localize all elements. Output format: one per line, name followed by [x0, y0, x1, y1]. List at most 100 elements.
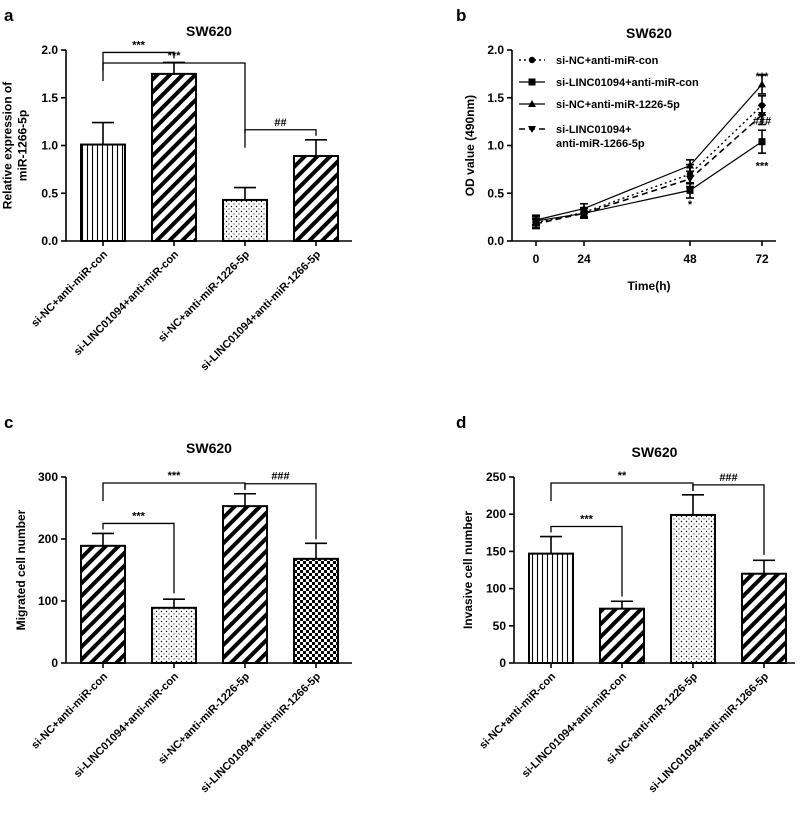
- panel-a-category-label: si-LINC01094+anti-miR-1266-5p: [199, 248, 324, 373]
- panel-b-legend-label: anti-miR-1266-5p: [556, 138, 645, 150]
- panel-d-category-label: si-NC+anti-miR-con: [477, 670, 558, 751]
- panel-b-legend-marker: [528, 78, 536, 86]
- panel-a-y-tick-label: 1.0: [41, 139, 58, 153]
- panel-c-bar: [222, 505, 268, 665]
- panel-a-y-tick-label: 0.0: [41, 234, 58, 248]
- panel-c-bar: [80, 544, 126, 665]
- panel-c-chart: SW620 Migrated cell number 0 100 200 300 si-NC…: [14, 440, 352, 795]
- panel-b-y-tick-label: 1.0: [487, 139, 504, 153]
- panel-d-y-tick-label: 250: [486, 470, 506, 484]
- panel-c-y-tick-label: 100: [38, 594, 58, 608]
- panel-d-bar: [670, 513, 716, 664]
- panel-c-y-tick-label: 300: [38, 470, 58, 484]
- panel-a-ylabel-line: miR-1266-5p: [16, 110, 30, 181]
- panel-c-significance-bracket: [102, 482, 246, 501]
- panel-d-ylabel-line: Invasive cell number: [461, 511, 475, 629]
- panel-c-bar: [293, 557, 339, 665]
- panel-a-significance-bracket: [102, 51, 175, 71]
- panel-c-significance-label: ###: [271, 471, 289, 483]
- panel-a-bar: [293, 155, 339, 243]
- panel-b-x-tick-label: 0: [533, 252, 540, 266]
- panel-b-xlabel: Time(h): [627, 279, 670, 293]
- panel-a-significance-bracket: [102, 62, 246, 133]
- panel-a-bar: [80, 143, 126, 242]
- panel-b-legend-label: si-LINC01094+anti-miR-con: [556, 77, 699, 89]
- panel-b-chart: SW620 OD value (490nm) Time(h) 0.0 0.5 1.0 1.5…: [463, 25, 776, 293]
- panel-d-bar: [741, 572, 787, 664]
- panel-a-chart: SW620 Relative expression of miR-1266-5p 0.…: [1, 23, 352, 373]
- panel-b-ylabel: OD value (490nm): [463, 95, 477, 196]
- panel-b-data-point: [686, 161, 694, 169]
- panel-b-data-point: [532, 220, 540, 228]
- panel-b-title: SW620: [626, 25, 672, 41]
- panel-b-series-line: [535, 104, 763, 224]
- panel-d-significance-label: ***: [580, 514, 594, 526]
- panel-c-y-tick-label: 200: [38, 532, 58, 546]
- panel-letter-b: b: [456, 6, 466, 25]
- panel-c-title: SW620: [186, 440, 232, 456]
- panel-b-legend-marker: [528, 126, 536, 133]
- panel-b-x-tick-label: 48: [683, 252, 697, 266]
- panel-b-annotation: ***: [756, 161, 770, 173]
- panel-b-y-tick-label: 1.5: [487, 91, 504, 105]
- panel-b-legend-label: si-NC+anti-miR-con: [556, 55, 659, 67]
- panel-b-data-point: [758, 111, 766, 119]
- panel-a-ylabel-line: Relative expression of: [1, 81, 15, 209]
- panel-a-y-tick-label: 0.5: [41, 186, 58, 200]
- panel-letter-a: a: [4, 6, 14, 25]
- panel-a-significance-label: ##: [274, 117, 286, 129]
- panel-d-title: SW620: [632, 444, 678, 460]
- panel-a-significance-bracket: [244, 129, 317, 148]
- panel-b-legend-label: si-LINC01094+: [556, 124, 632, 136]
- panel-a-bar: [222, 198, 268, 242]
- panel-d-bar: [528, 552, 574, 665]
- panel-b-y-tick-label: 0.5: [487, 186, 504, 200]
- panel-b-data-point: [580, 210, 588, 218]
- panel-d-y-tick-label: 0: [499, 656, 506, 670]
- panel-b-data-point: [758, 138, 766, 146]
- panel-b-legend-label: si-NC+anti-miR-1226-5p: [556, 99, 680, 111]
- panel-b-x-tick-label: 72: [755, 252, 769, 266]
- panel-b-y-tick-label: 0.0: [487, 234, 504, 248]
- panel-b-legend-marker: [528, 100, 536, 107]
- panel-b-annotation: ###: [753, 116, 771, 128]
- panel-c-significance-label: ***: [132, 510, 146, 522]
- panel-d-y-tick-label: 150: [486, 544, 506, 558]
- panel-b-annotation: ***: [756, 71, 770, 83]
- panel-b-x-tick-label: 24: [577, 252, 591, 266]
- panel-d-y-tick-label: 200: [486, 507, 506, 521]
- panel-b-data-point: [758, 80, 766, 88]
- panel-d-significance-label: **: [618, 470, 627, 482]
- panel-letter-c: c: [4, 413, 13, 432]
- panel-d-y-tick-label: 100: [486, 582, 506, 596]
- panel-a-bar: [151, 72, 197, 242]
- panel-c-bar: [151, 606, 197, 665]
- panel-d-chart: SW620 Invasive cell number 0 50 100 150 200 250…: [461, 444, 795, 795]
- panel-d-bar: [599, 607, 645, 664]
- panel-c-y-tick-label: 0: [51, 656, 58, 670]
- panel-b-series-line: [535, 141, 763, 222]
- panel-a-y-tick-label: 2.0: [41, 43, 58, 57]
- panel-c-category-label: si-NC+anti-miR-con: [29, 670, 110, 751]
- panel-c-significance-bracket: [244, 483, 317, 540]
- panel-b-legend-marker: [528, 56, 536, 64]
- panel-c-significance-label: ***: [168, 470, 182, 482]
- panel-letter-d: d: [456, 413, 466, 432]
- panel-a-title: SW620: [186, 23, 232, 39]
- panel-d-significance-bracket: [550, 482, 694, 501]
- panel-a-y-tick-label: 1.5: [41, 91, 58, 105]
- panel-c-category-label: si-LINC01094+anti-miR-1266-5p: [199, 670, 324, 795]
- panel-d-significance-bracket: [550, 525, 623, 597]
- panel-a-category-label: si-NC+anti-miR-con: [29, 248, 110, 329]
- panel-d-category-label: si-LINC01094+anti-miR-1266-5p: [647, 670, 772, 795]
- panel-b-y-tick-label: 2.0: [487, 43, 504, 57]
- panel-d-y-tick-label: 50: [493, 619, 507, 633]
- panel-a-significance-label: ***: [132, 39, 146, 51]
- panel-b-series-line: [535, 83, 763, 221]
- panel-c-ylabel-line: Migrated cell number: [14, 509, 28, 630]
- panel-a-significance-label: ***: [168, 50, 182, 62]
- panel-c-significance-bracket: [102, 522, 175, 594]
- panel-b-data-point: [686, 186, 694, 194]
- panel-d-significance-bracket: [692, 484, 765, 555]
- panel-b-data-point: [686, 175, 694, 183]
